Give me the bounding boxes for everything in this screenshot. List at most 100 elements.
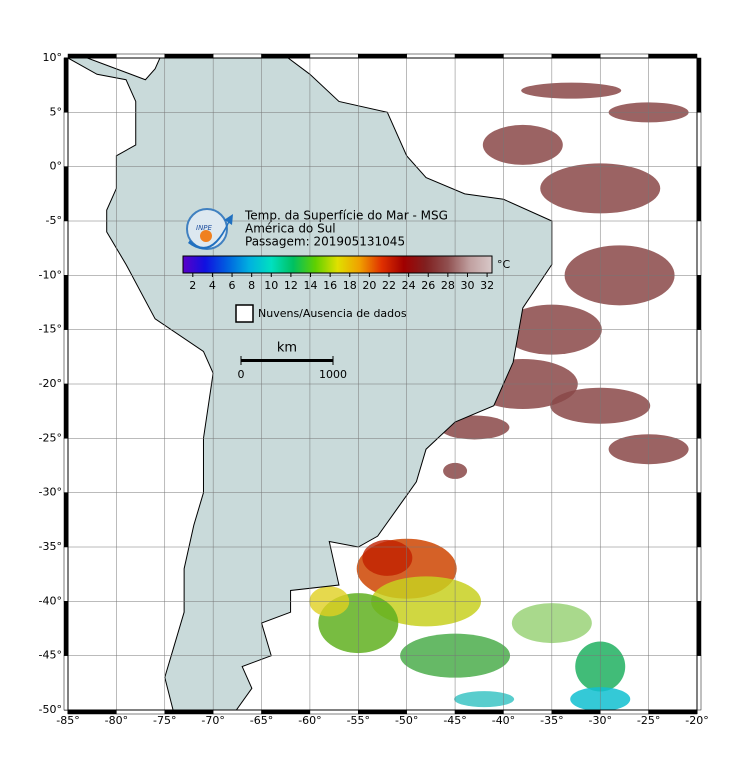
frame-segment xyxy=(63,492,69,548)
colorbar-tick-label: 10 xyxy=(264,279,278,292)
frame-segment xyxy=(164,709,214,715)
colorbar-tick-label: 8 xyxy=(248,279,255,292)
y-tick-label: -15° xyxy=(39,323,62,336)
frame-segment xyxy=(406,709,456,715)
frame-segment xyxy=(63,438,69,493)
frame-segment xyxy=(406,53,456,59)
frame-segment xyxy=(309,53,359,59)
x-tick-label: -75° xyxy=(153,714,176,727)
logo-arrow xyxy=(188,214,233,250)
y-tick-label: -10° xyxy=(39,268,62,281)
colorbar-tick-label: 32 xyxy=(480,279,494,292)
frame-segment xyxy=(63,166,69,222)
y-tick-label: -20° xyxy=(39,377,62,390)
colorbar xyxy=(182,255,493,274)
frame-segment xyxy=(67,709,117,715)
frame-segment xyxy=(696,112,702,167)
colorbar-tick-label: 24 xyxy=(402,279,416,292)
y-tick-label: -50° xyxy=(39,703,62,716)
colorbar-tick-label: 14 xyxy=(304,279,318,292)
colorbar-tick-label: 16 xyxy=(323,279,337,292)
frame-segment xyxy=(63,220,69,276)
y-tick-label: -30° xyxy=(39,486,62,499)
colorbar-tick-label: 12 xyxy=(284,279,298,292)
frame-segment xyxy=(358,709,407,715)
y-tick-label: -40° xyxy=(39,594,62,607)
x-tick-label: -40° xyxy=(492,714,515,727)
frame-segment xyxy=(63,655,69,711)
frame-segment xyxy=(599,53,649,59)
y-tick-label: -5° xyxy=(46,214,62,227)
sst-patch xyxy=(362,539,413,576)
frame-segment xyxy=(63,275,69,330)
colorbar-tick-label: 26 xyxy=(421,279,435,292)
frame-segment xyxy=(696,546,702,602)
frame xyxy=(67,57,698,711)
frame-segment xyxy=(261,709,311,715)
sst-patch xyxy=(521,82,622,99)
x-tick-label: -65° xyxy=(250,714,273,727)
colorbar-tick-label: 22 xyxy=(382,279,396,292)
frame-segment xyxy=(696,57,702,113)
y-tick-label: -35° xyxy=(39,540,62,553)
x-tick-label: -55° xyxy=(347,714,370,727)
frame-segment xyxy=(503,709,553,715)
frame-segment xyxy=(358,53,407,59)
scale-label: 1000 xyxy=(319,368,347,381)
frame-segment xyxy=(63,601,69,656)
x-tick-label: -30° xyxy=(588,714,611,727)
logo-dot xyxy=(200,230,212,242)
y-tick-label: 0° xyxy=(50,160,63,173)
x-tick-label: -35° xyxy=(540,714,563,727)
logo xyxy=(186,208,228,250)
x-tick-label: -50° xyxy=(395,714,418,727)
frame-segment xyxy=(696,492,702,548)
colorbar-tick-label: 2 xyxy=(189,279,196,292)
frame-segment xyxy=(63,383,69,439)
frame-segment xyxy=(116,53,166,59)
colorbar-unit: °C xyxy=(497,258,511,271)
x-tick-label: -70° xyxy=(201,714,224,727)
title-line: Passagem: 201905131045 xyxy=(245,235,405,249)
frame-segment xyxy=(454,53,504,59)
frame-segment xyxy=(696,329,702,385)
colorbar-tick-label: 4 xyxy=(209,279,216,292)
frame-segment xyxy=(63,329,69,385)
frame-segment xyxy=(63,112,69,167)
frame-segment xyxy=(212,53,262,59)
frame-segment xyxy=(164,53,214,59)
frame-segment xyxy=(63,546,69,602)
frame-segment xyxy=(551,53,601,59)
frame-segment xyxy=(503,53,553,59)
frame-segment xyxy=(67,53,117,59)
sst-patch xyxy=(482,124,563,165)
colorbar-tick-label: 28 xyxy=(441,279,455,292)
colorbar-tick-label: 20 xyxy=(362,279,376,292)
frame-segment xyxy=(454,709,504,715)
frame-segment xyxy=(696,275,702,330)
frame-segment xyxy=(63,57,69,113)
frame-segment xyxy=(309,709,359,715)
logo-text: INPE xyxy=(196,224,213,232)
frame-segment xyxy=(696,438,702,493)
x-tick-label: -60° xyxy=(298,714,321,727)
frame-segment xyxy=(648,53,698,59)
frame-segment xyxy=(696,655,702,711)
y-tick-label: 5° xyxy=(50,105,63,118)
frame-segment xyxy=(261,53,311,59)
x-tick-label: -20° xyxy=(685,714,708,727)
x-tick-label: -85° xyxy=(56,714,79,727)
frame-segment xyxy=(696,220,702,276)
x-tick-label: -80° xyxy=(105,714,128,727)
colorbar-tick-label: 18 xyxy=(343,279,357,292)
colorbar-tick-label: 30 xyxy=(460,279,474,292)
title-line: América do Sul xyxy=(245,222,336,236)
frame-segment xyxy=(116,709,166,715)
scale-bar xyxy=(241,359,333,362)
legend-swatch xyxy=(235,304,254,323)
y-tick-label: 10° xyxy=(43,51,63,64)
frame-segment xyxy=(551,709,601,715)
y-tick-label: -25° xyxy=(39,431,62,444)
x-tick-label: -25° xyxy=(637,714,660,727)
